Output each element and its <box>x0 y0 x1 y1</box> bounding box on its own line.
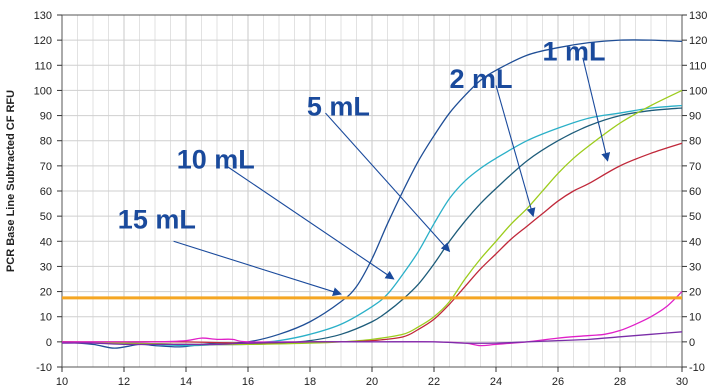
y-tick-label-right: 50 <box>689 211 701 223</box>
x-tick-label: 18 <box>304 376 316 388</box>
y-tick-label-left: 30 <box>40 261 52 273</box>
y-tick-label-right: 30 <box>689 261 701 273</box>
y-tick-label-right: 90 <box>689 111 701 123</box>
y-tick-label-left: 100 <box>34 85 52 97</box>
annotation-label-10-ml: 10 mL <box>177 144 255 174</box>
x-tick-label: 20 <box>366 376 378 388</box>
y-tick-label-left: -10 <box>36 362 52 374</box>
y-tick-label-right: 110 <box>689 60 707 72</box>
y-tick-label-left: 10 <box>40 312 52 324</box>
x-tick-label: 22 <box>428 376 440 388</box>
y-axis-label: PCR Base Line Subtracted CF RFU <box>5 90 17 272</box>
series-line-2-ml <box>61 89 683 346</box>
y-tick-label-right: 100 <box>689 85 707 97</box>
x-tick-label: 12 <box>118 376 130 388</box>
annotation-arrow-2-ml <box>495 85 536 218</box>
y-tick-label-left: 50 <box>40 211 52 223</box>
y-tick-label-right: 10 <box>689 312 701 324</box>
y-tick-label-right: 20 <box>689 287 701 299</box>
x-tick-label: 26 <box>552 376 564 388</box>
annotation-arrow-1-ml <box>582 57 611 162</box>
series-line-15-ml <box>61 39 683 349</box>
x-tick-label: 14 <box>180 376 192 388</box>
y-tick-label-right: -10 <box>689 362 705 374</box>
y-tick-label-left: 60 <box>40 186 52 198</box>
x-tick-label: 24 <box>490 376 502 388</box>
y-tick-label-left: 40 <box>40 236 52 248</box>
annotation-label-15-ml: 15 mL <box>118 205 196 235</box>
y-tick-label-left: 80 <box>40 136 52 148</box>
annotation-arrow-15-ml <box>173 240 342 296</box>
grid <box>61 14 683 368</box>
y-tick-label-right: 130 <box>689 10 707 22</box>
annotation-arrow-5-ml <box>325 112 451 253</box>
series-line-6 <box>61 331 683 346</box>
y-tick-label-right: 0 <box>689 337 695 349</box>
y-tick-label-left: 130 <box>34 10 52 22</box>
annotation-arrow-10-ml <box>225 165 395 280</box>
y-tick-label-left: 70 <box>40 161 52 173</box>
annotation-label-1-ml: 1 mL <box>543 36 606 66</box>
x-tick-label: 16 <box>242 376 254 388</box>
x-tick-label: 30 <box>676 376 688 388</box>
y-tick-label-left: 120 <box>34 35 52 47</box>
y-tick-label-right: 70 <box>689 161 701 173</box>
x-tick-label: 28 <box>614 376 626 388</box>
series-layer <box>61 39 683 349</box>
y-tick-label-right: 80 <box>689 136 701 148</box>
y-tick-label-left: 90 <box>40 111 52 123</box>
y-tick-label-right: 120 <box>689 35 707 47</box>
annotation-layer: 1 mL 2 mL 5 mL 10 mL 15 mL <box>118 36 611 296</box>
y-tick-label-left: 20 <box>40 287 52 299</box>
annotation-label-2-ml: 2 mL <box>450 64 513 94</box>
y-tick-label-left: 110 <box>34 60 52 72</box>
y-tick-label-right: 60 <box>689 186 701 198</box>
y-tick-label-right: 40 <box>689 236 701 248</box>
y-tick-label-left: 0 <box>46 337 52 349</box>
x-tick-label: 10 <box>56 376 68 388</box>
annotation-label-5-ml: 5 mL <box>307 92 370 122</box>
